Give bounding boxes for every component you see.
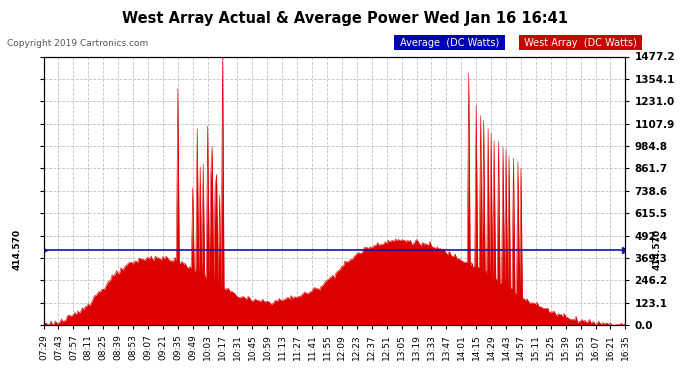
Text: West Array Actual & Average Power Wed Jan 16 16:41: West Array Actual & Average Power Wed Ja… [122,11,568,26]
Text: Copyright 2019 Cartronics.com: Copyright 2019 Cartronics.com [7,39,148,48]
Text: Average  (DC Watts): Average (DC Watts) [397,38,502,48]
Text: West Array  (DC Watts): West Array (DC Watts) [521,38,640,48]
Text: 414.570: 414.570 [13,229,22,270]
Text: 414.570: 414.570 [653,229,662,270]
